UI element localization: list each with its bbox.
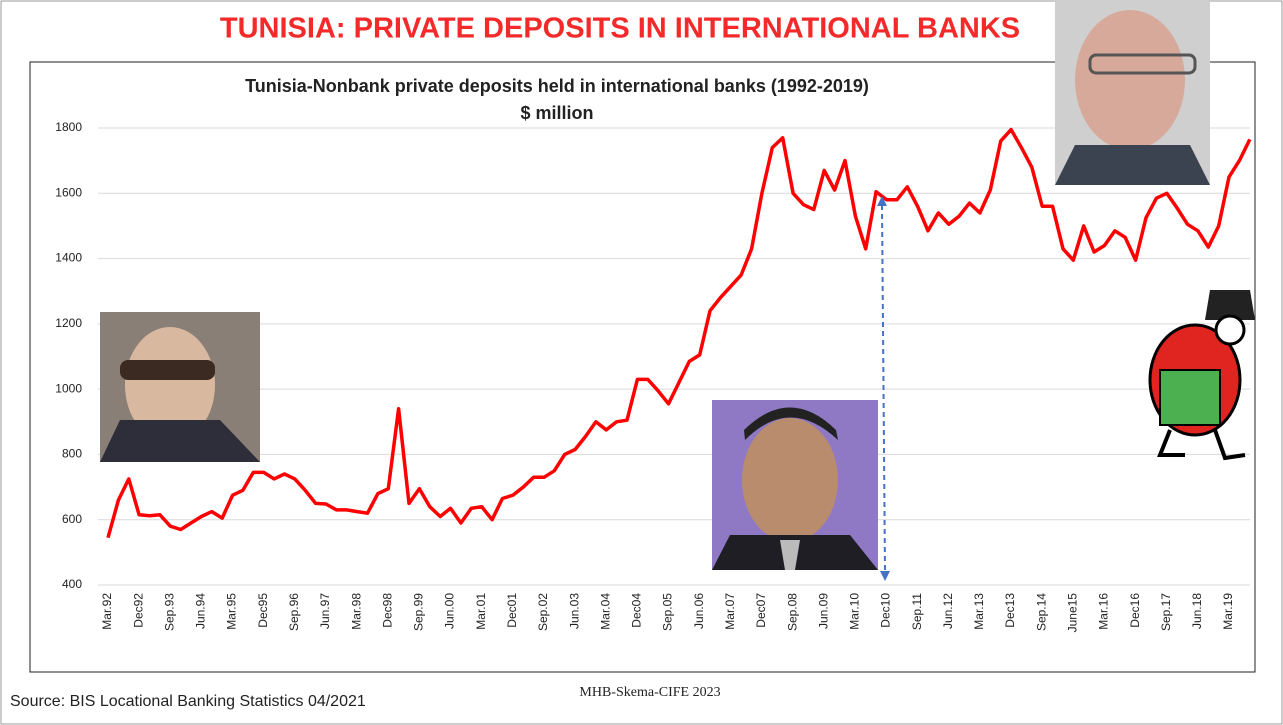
slide-title: TUNISIA: PRIVATE DEPOSITS IN INTERNATION… <box>220 13 1020 45</box>
x-tick-label: Dec92 <box>131 593 145 628</box>
y-tick-label: 1000 <box>55 381 82 395</box>
x-tick-label: Mar.13 <box>972 593 986 630</box>
plot: 400 600 800 1000 1200 1400 1600 1800 Mar.92 Dec92… <box>55 120 1252 633</box>
x-tick-label: Mar.19 <box>1221 593 1235 630</box>
x-tick-label: Jun.94 <box>194 593 208 629</box>
x-tick-label: Dec04 <box>630 593 644 628</box>
y-tick-label: 1800 <box>55 120 82 134</box>
x-tick-label: Mar.16 <box>1097 593 1111 630</box>
x-tick-label: Mar.98 <box>349 593 363 630</box>
x-tick-label: Dec13 <box>1003 593 1017 628</box>
credit: MHB-Skema-CIFE 2023 <box>579 685 720 700</box>
source: Source: BIS Locational Banking Statistic… <box>10 693 366 710</box>
x-tick-label: Dec95 <box>256 593 270 628</box>
x-tick-label: Sep.08 <box>785 593 799 631</box>
x-tick-label: Sep.99 <box>412 593 426 631</box>
x-tick-label: Sep.05 <box>661 593 675 631</box>
y-tick-label: 600 <box>62 512 82 526</box>
x-tick-label: Sep.96 <box>287 593 301 631</box>
x-tick-label: Dec01 <box>505 593 519 628</box>
x-tick-label: Dec07 <box>754 593 768 628</box>
x-tick-label: Mar.07 <box>723 593 737 630</box>
x-tick-label: Jun.06 <box>692 593 706 629</box>
x-tick-label: Jun.03 <box>567 593 581 629</box>
x-tick-label: Sep.14 <box>1034 593 1048 631</box>
x-tick-label: Mar.10 <box>848 593 862 630</box>
x-tick-label: Sep.17 <box>1159 593 1173 631</box>
y-tick-label: 1400 <box>55 251 82 265</box>
y-tick-label: 1600 <box>55 185 82 199</box>
x-tick-label: Dec10 <box>879 593 893 628</box>
x-tick-label: Sep.93 <box>162 593 176 631</box>
x-tick-label: Jun.12 <box>941 593 955 629</box>
photo-right <box>1055 0 1210 185</box>
data-line <box>106 127 1252 539</box>
y-tick-label: 400 <box>62 577 82 591</box>
dashed-arrow <box>881 204 886 573</box>
x-tick-label: Jun.97 <box>318 593 332 629</box>
x-tick-label: Sep.11 <box>910 593 924 630</box>
x-tick-label: Jun.00 <box>443 593 457 629</box>
chart-title: Tunisia-Nonbank private deposits held in… <box>245 76 869 96</box>
chart-subtitle: $ million <box>520 103 593 123</box>
x-tick-label: Sep.02 <box>536 593 550 631</box>
x-tick-label: Jun.18 <box>1190 593 1204 629</box>
thief-cartoon <box>1148 290 1255 461</box>
photo-center <box>712 400 878 570</box>
x-tick-label: Dec98 <box>380 593 394 628</box>
x-tick-label: Mar.01 <box>474 593 488 630</box>
x-tick-label: Mar.95 <box>225 593 239 630</box>
y-tick-label: 1200 <box>55 316 82 330</box>
x-tick-label: Jun.09 <box>816 593 830 629</box>
x-tick-label: Mar.92 <box>100 593 114 630</box>
x-tick-label: June15 <box>1066 593 1080 633</box>
x-tick-label: Dec16 <box>1128 593 1142 628</box>
y-tick-label: 800 <box>62 447 82 461</box>
x-tick-label: Mar.04 <box>598 593 612 630</box>
photo-left <box>100 312 260 462</box>
